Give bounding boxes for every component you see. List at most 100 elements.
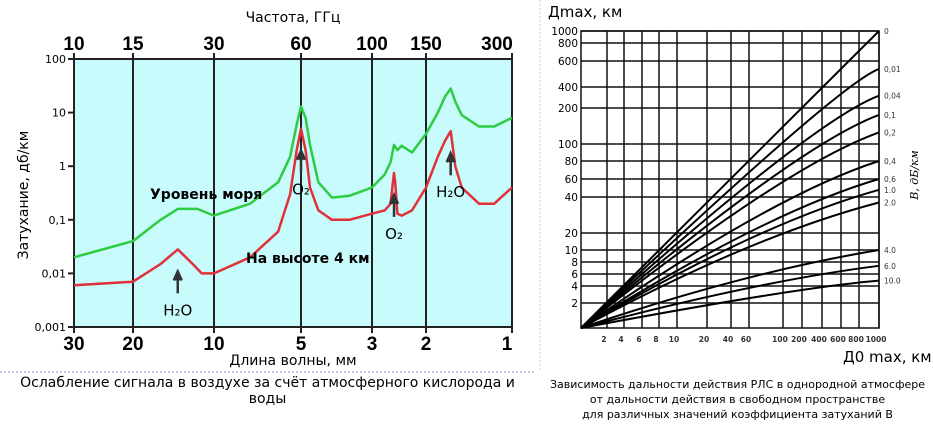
left-caption: Ослабление сигнала в воздухе за счёт атм… — [20, 375, 515, 407]
curve-label: 0,6 — [884, 175, 896, 184]
bottom-tick-label: 1 — [502, 334, 513, 355]
molecule-label: H₂O — [163, 301, 192, 319]
top-tick-label: 100 — [356, 34, 388, 55]
arrow-icon — [172, 268, 183, 294]
y-tick-label: 4 — [571, 281, 578, 293]
curve-B-0,6 — [580, 178, 880, 329]
curve-B-4.0 — [580, 249, 880, 329]
x-axis-title: Длина волны, мм — [229, 353, 356, 369]
curve-B-0 — [580, 30, 880, 329]
curve-label: 0 — [884, 27, 889, 36]
y-tick-label: 10 — [565, 245, 578, 257]
top-tick-label: 10 — [63, 34, 84, 55]
bottom-tick-label: 10 — [203, 334, 224, 355]
curve-label: 10.0 — [884, 277, 901, 286]
y-tick-label: 20 — [565, 228, 578, 240]
curve-B-1.0 — [580, 188, 880, 329]
x-tick-label: 40 — [723, 335, 733, 344]
y-tick-label: 6 — [571, 269, 578, 281]
top-tick-label: 60 — [290, 34, 311, 55]
x-tick-label: 8 — [653, 335, 658, 344]
y-tick-label: 0,001 — [35, 321, 67, 334]
curve-label: 1.0 — [884, 186, 896, 195]
y-axis-title: Затухание, дб/км — [16, 131, 32, 260]
x-tick-label: 100 — [772, 335, 788, 344]
curve-label: 0,1 — [884, 111, 896, 120]
molecule-label: O₂ — [385, 225, 403, 243]
y-tick-label: 800 — [558, 38, 578, 50]
curve-B-10.0 — [580, 279, 880, 329]
curve-B-0,2 — [580, 131, 880, 329]
top-tick-label: 150 — [410, 34, 442, 55]
arrow-icon — [445, 150, 456, 176]
series-line-1 — [73, 127, 513, 287]
bottom-tick-label: 30 — [63, 334, 84, 355]
curve-label: 0,01 — [884, 65, 901, 74]
curve-label: 0,04 — [884, 92, 901, 101]
label-4km: На высоте 4 км — [246, 251, 370, 267]
y-tick-label: 200 — [558, 103, 578, 115]
curve-label: 2.0 — [884, 198, 896, 207]
y-tick-label: 0,01 — [42, 267, 67, 280]
x-tick-label: 4 — [618, 335, 623, 344]
y-tick-label: 600 — [558, 56, 578, 68]
x-tick-label: 600 — [830, 335, 846, 344]
x-tick-label: 10 — [669, 335, 679, 344]
y-tick-label: 100 — [558, 139, 578, 151]
caption-line: для различных значений коэффициента зату… — [582, 408, 893, 421]
bottom-tick-label: 20 — [122, 334, 143, 355]
top-tick-label: 15 — [122, 34, 144, 55]
plot-area — [73, 58, 513, 328]
y-tick-label: 8 — [571, 257, 578, 269]
y-tick-label: 100 — [45, 53, 66, 66]
x-tick-label: 200 — [791, 335, 807, 344]
bottom-tick-label: 2 — [421, 334, 432, 355]
y-tick-label: 40 — [565, 192, 578, 204]
x-tick-label: 60 — [741, 335, 751, 344]
top-axis-title: Частота, ГГц — [246, 10, 341, 26]
x-tick-label: 400 — [811, 335, 827, 344]
arrow-icon — [295, 147, 307, 173]
x-tick-label: 20 — [699, 335, 709, 344]
y-tick-label: 80 — [565, 156, 578, 168]
caption-line: от дальности действия в свободном простр… — [589, 393, 886, 406]
curve-B-0,1 — [580, 113, 880, 329]
molecule-label: H₂O — [436, 183, 465, 201]
y-tick-label: 0,1 — [49, 214, 67, 227]
top-tick-label: 30 — [203, 34, 224, 55]
curve-B-0,4 — [580, 160, 880, 329]
label-sea-level: Уровень моря — [150, 187, 262, 203]
series-line-0 — [73, 87, 513, 259]
x-tick-label: 800 — [848, 335, 864, 344]
y-tick-label: 1000 — [551, 26, 578, 38]
y-tick-label: 10 — [52, 107, 66, 120]
y-axis-title: Дmax, км — [548, 3, 622, 21]
curve-label: 4.0 — [884, 246, 896, 255]
legend-title: B, дБ/км — [908, 150, 921, 201]
top-tick-label: 300 — [481, 34, 513, 55]
arrow-icon — [388, 191, 400, 217]
bottom-tick-label: 3 — [367, 334, 378, 355]
x-tick-label: 6 — [636, 335, 641, 344]
curve-B-0,04 — [580, 94, 880, 329]
bottom-tick-label: 5 — [296, 334, 307, 355]
x-axis-title: Д0 max, км — [843, 348, 932, 366]
x-tick-label: 1000 — [866, 335, 887, 344]
y-tick-label: 400 — [558, 82, 578, 94]
molecule-label: O₂ — [292, 181, 310, 199]
y-tick-label: 1 — [59, 160, 66, 173]
y-tick-label: 60 — [565, 174, 578, 186]
curve-label: 0,2 — [884, 128, 896, 137]
right-caption: Зависимость дальности действия РЛС в одн… — [545, 377, 930, 422]
caption-line: Зависимость дальности действия РЛС в одн… — [549, 378, 926, 391]
curve-B-2.0 — [580, 201, 880, 329]
curve-B-6.0 — [580, 264, 880, 329]
x-tick-label: 2 — [601, 335, 606, 344]
curve-label: 0,4 — [884, 157, 896, 166]
curve-label: 6.0 — [884, 262, 896, 271]
curve-B-0,01 — [580, 68, 880, 329]
y-tick-label: 2 — [571, 298, 578, 310]
